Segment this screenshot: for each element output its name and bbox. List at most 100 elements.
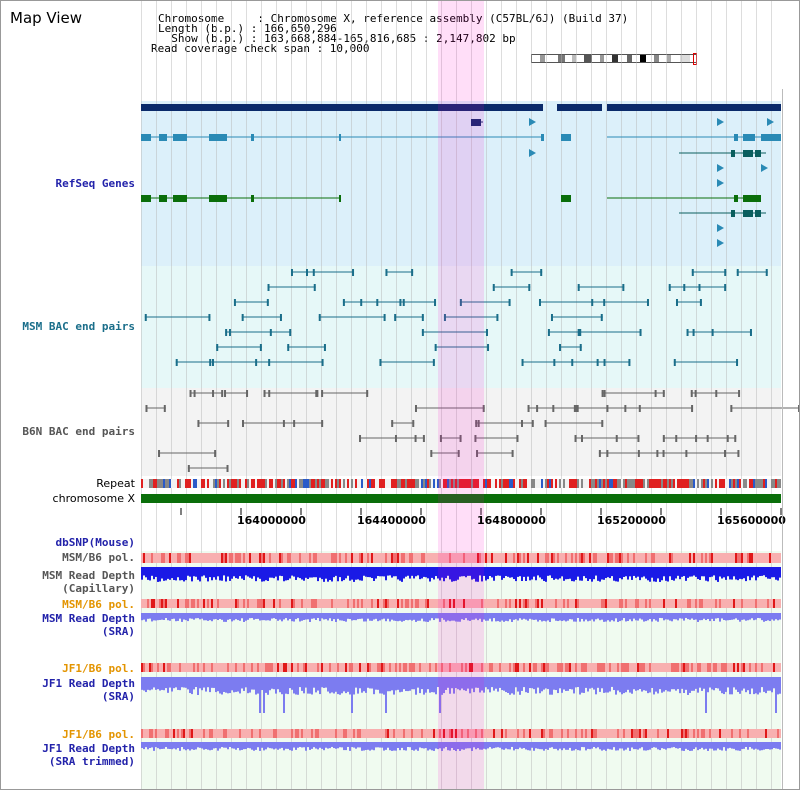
- jf1-sra-depth-bar: [597, 677, 599, 688]
- grid-line: [306, 1, 307, 789]
- polymorphism-segment: [513, 663, 515, 672]
- msm-capillary-depth-bar: [463, 567, 465, 577]
- jf1-trimmed-depth-bar: [611, 742, 613, 750]
- msm-sra-depth-bar: [307, 613, 309, 620]
- repeat-segment: [459, 479, 461, 488]
- jf1-sra-depth-bar: [503, 677, 505, 691]
- polymorphism-segment: [453, 663, 455, 672]
- track-label-refseq[interactable]: RefSeq Genes: [55, 177, 135, 190]
- msm-capillary-depth-bar: [343, 567, 345, 581]
- repeat-segment: [195, 479, 197, 488]
- msm-sra-depth-bar: [167, 613, 169, 621]
- polymorphism-segment: [223, 663, 225, 672]
- polymorphism-segment: [713, 599, 715, 608]
- track-label-jf1-b6-pol-2[interactable]: JF1/B6 pol.: [62, 728, 135, 741]
- msm-capillary-depth-bar: [185, 567, 187, 581]
- jf1-trimmed-depth-bar: [731, 742, 733, 749]
- msm-capillary-depth-bar: [429, 567, 431, 582]
- grid-line: [171, 1, 172, 789]
- repeat-segment: [533, 479, 535, 488]
- track-label-dbsnp[interactable]: dbSNP(Mouse): [55, 536, 135, 549]
- repeat-segment: [451, 479, 453, 488]
- jf1-trimmed-depth-bar: [347, 742, 349, 747]
- polymorphism-segment: [597, 663, 599, 672]
- msm-capillary-depth-bar: [425, 567, 427, 578]
- msm-capillary-depth-bar: [303, 567, 305, 581]
- msm-sra-depth-bar: [627, 613, 629, 622]
- track-label-msm-depth-sra[interactable]: MSM Read Depth: [42, 612, 135, 625]
- polymorphism-segment: [181, 553, 183, 563]
- jf1-sra-depth-bar: [513, 677, 515, 695]
- polymorphism-segment: [761, 599, 763, 608]
- jf1-sra-depth-bar: [255, 677, 257, 695]
- track-label-msm-b6-pol-2[interactable]: MSM/B6 pol.: [62, 598, 135, 611]
- repeat-segment: [527, 479, 529, 488]
- track-label-msm-b6-pol[interactable]: MSM/B6 pol.: [62, 551, 135, 564]
- polymorphism-segment: [529, 663, 531, 672]
- msm-sra-depth-bar: [551, 613, 553, 619]
- jf1-trimmed-depth-bar: [281, 742, 283, 748]
- jf1-sra-depth-bar: [363, 677, 365, 692]
- polymorphism-segment: [293, 729, 295, 738]
- b6n-bac-pair-end: [601, 390, 604, 397]
- polymorphism-segment: [247, 729, 249, 738]
- jf1-sra-depth-bar: [381, 677, 383, 694]
- jf1-sra-depth-bar: [365, 677, 367, 693]
- track-label-repeat[interactable]: Repeat: [96, 477, 135, 490]
- repeat-segment: [265, 479, 267, 488]
- track-label-msm-depth-cap[interactable]: MSM Read Depth: [42, 569, 135, 582]
- polymorphism-segment: [693, 553, 695, 563]
- polymorphism-segment: [289, 729, 291, 738]
- polymorphism-segment: [297, 553, 299, 563]
- msm-sra-depth-bar: [503, 613, 505, 622]
- msm-sra-depth-bar: [203, 613, 205, 621]
- msm-sra-depth-bar: [659, 613, 661, 618]
- polymorphism-segment: [267, 729, 269, 738]
- grid-line: [501, 1, 502, 789]
- msm-capillary-depth-bar: [709, 567, 711, 578]
- jf1-sra-depth-bar: [719, 677, 721, 691]
- jf1-trimmed-depth-bar: [657, 742, 659, 750]
- jf1-sra-depth-bar: [331, 677, 333, 693]
- polymorphism-segment: [443, 599, 445, 608]
- msm-capillary-depth-bar: [329, 567, 331, 581]
- msm-capillary-depth-bar: [523, 567, 525, 577]
- track-label-jf1-depth-sra[interactable]: JF1 Read Depth: [42, 677, 135, 690]
- polymorphism-segment: [425, 599, 427, 608]
- polymorphism-segment: [725, 663, 727, 672]
- polymorphism-segment: [635, 553, 637, 563]
- msm-capillary-depth-bar: [483, 567, 485, 576]
- polymorphism-segment: [305, 553, 307, 563]
- msm-capillary-depth-bar: [297, 567, 299, 578]
- polymorphism-segment: [391, 663, 393, 672]
- jf1-sra-depth-bar: [287, 677, 289, 695]
- track-label-jf1-depth-trim[interactable]: JF1 Read Depth: [42, 742, 135, 755]
- refseq-exon: [141, 134, 151, 141]
- polymorphism-segment: [357, 599, 359, 608]
- jf1-sra-depth-bar: [707, 677, 709, 693]
- msm-sra-depth-bar: [665, 613, 667, 620]
- msm-sra-depth-bar: [771, 613, 773, 620]
- jf1-sra-depth-bar: [397, 677, 399, 690]
- grid-line: [561, 1, 562, 789]
- polymorphism-segment: [643, 729, 645, 738]
- track-label-msm-bac[interactable]: MSM BAC end pairs: [22, 320, 135, 333]
- msm-sra-depth-bar: [261, 613, 263, 621]
- polymorphism-segment: [337, 553, 339, 563]
- jf1-trimmed-depth-bar: [739, 742, 741, 751]
- polymorphism-segment: [457, 663, 459, 672]
- jf1-trimmed-depth-bar: [379, 742, 381, 748]
- msm-capillary-depth-bar: [617, 567, 619, 582]
- polymorphism-segment: [421, 663, 423, 672]
- polymorphism-segment: [201, 663, 203, 672]
- track-label-jf1-b6-pol[interactable]: JF1/B6 pol.: [62, 662, 135, 675]
- jf1-sra-depth-bar: [373, 677, 375, 695]
- msm-capillary-depth-bar: [605, 567, 607, 579]
- track-label-b6n-bac[interactable]: B6N BAC end pairs: [22, 425, 135, 438]
- polymorphism-segment: [635, 729, 637, 738]
- polymorphism-segment: [757, 663, 759, 672]
- jf1-trimmed-depth-bar: [549, 742, 551, 748]
- msm-sra-depth-bar: [213, 613, 215, 620]
- msm-capillary-depth-bar: [729, 567, 731, 580]
